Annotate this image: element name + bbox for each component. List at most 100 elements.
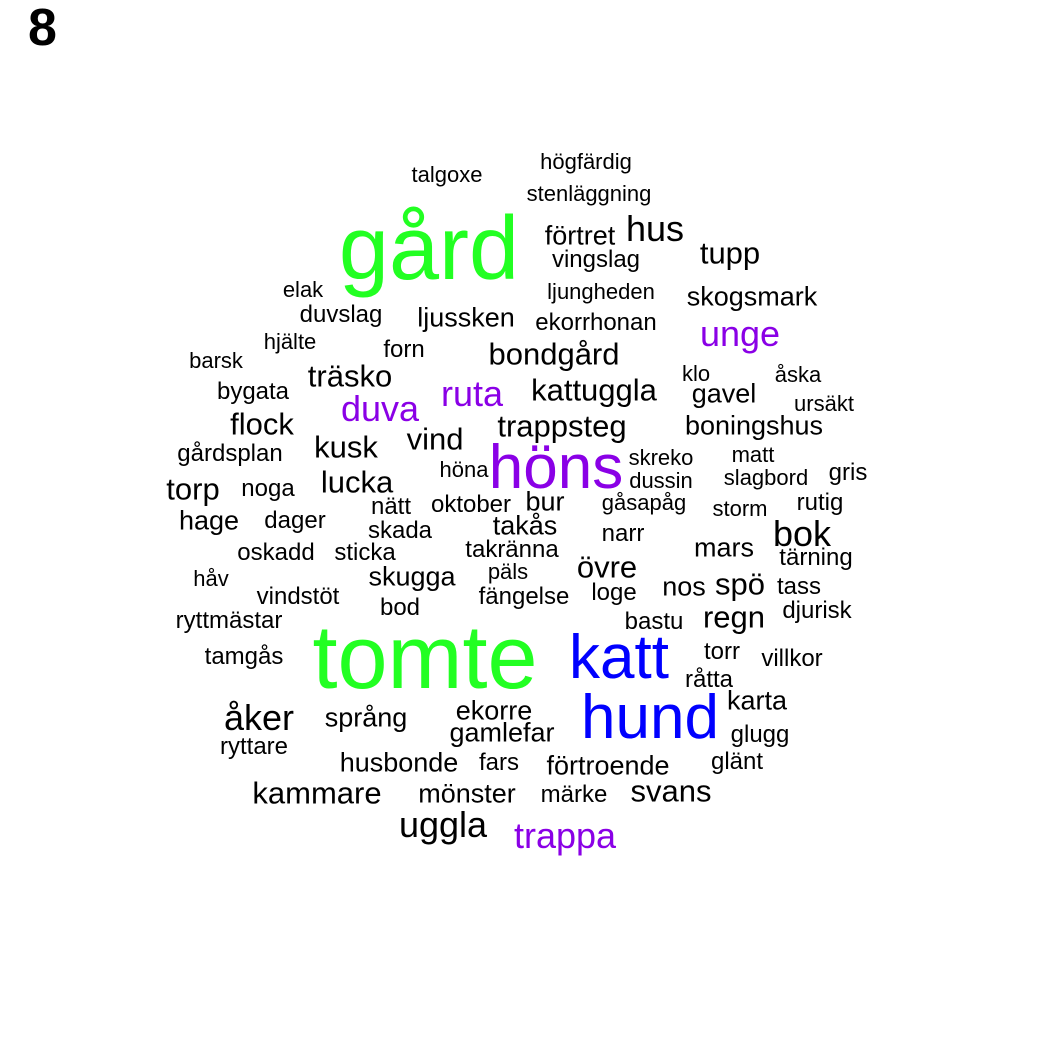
cloud-word: vind xyxy=(406,421,464,457)
cloud-word: ekorrhonan xyxy=(535,309,657,336)
cloud-word: uggla xyxy=(398,804,488,845)
cloud-word: flock xyxy=(230,406,294,442)
cloud-word: rutig xyxy=(796,489,844,516)
cloud-word: bygata xyxy=(216,378,290,405)
cloud-word: ljussken xyxy=(417,302,515,333)
cloud-word: oktober xyxy=(430,491,512,518)
cloud-word: hus xyxy=(625,208,685,249)
cloud-word: tass xyxy=(776,573,822,600)
cloud-word: kusk xyxy=(314,429,378,465)
cloud-word: boningshus xyxy=(684,410,824,441)
cloud-word: oskadd xyxy=(237,539,315,566)
cloud-word: förtroende xyxy=(546,750,670,781)
cloud-word: ljungheden xyxy=(547,279,655,304)
cloud-word: duvslag xyxy=(299,301,383,328)
cloud-word: storm xyxy=(712,496,768,521)
cloud-word: håv xyxy=(193,566,229,591)
cloud-word: höns xyxy=(488,433,624,502)
cloud-word: svans xyxy=(630,773,712,809)
cloud-word: skreko xyxy=(628,445,694,470)
cloud-word: språng xyxy=(324,702,408,733)
cloud-word: tomte xyxy=(312,608,538,708)
cloud-word: barsk xyxy=(189,348,243,373)
cloud-word: hage xyxy=(178,505,240,536)
cloud-word: bastu xyxy=(624,608,684,635)
cloud-word: noga xyxy=(241,475,295,502)
cloud-word: övre xyxy=(576,549,638,585)
cloud-word: träsko xyxy=(307,358,393,394)
cloud-word: takås xyxy=(492,510,558,541)
cloud-word: tupp xyxy=(699,235,761,271)
cloud-word: bur xyxy=(525,486,565,517)
cloud-word: glugg xyxy=(730,721,790,748)
cloud-word: vindstöt xyxy=(256,583,340,610)
cloud-word: höna xyxy=(439,457,489,482)
cloud-word: villkor xyxy=(761,645,823,672)
cloud-word: fängelse xyxy=(478,583,570,610)
cloud-word: trappsteg xyxy=(497,408,627,444)
cloud-word: skugga xyxy=(368,561,456,592)
cloud-word: ruta xyxy=(440,373,504,414)
panel-label: 8 xyxy=(28,0,57,57)
cloud-word: trappa xyxy=(513,815,617,856)
cloud-word: djurisk xyxy=(782,597,852,624)
cloud-word: fars xyxy=(478,749,520,776)
cloud-word: nätt xyxy=(370,493,412,520)
cloud-word: hund xyxy=(581,683,719,752)
cloud-word: dussin xyxy=(629,468,693,493)
cloud-word: mars xyxy=(694,532,754,563)
cloud-word: dager xyxy=(264,507,326,534)
cloud-word: torp xyxy=(166,471,220,507)
cloud-word: ryttmästar xyxy=(175,607,283,634)
cloud-word: kattuggla xyxy=(531,372,657,408)
cloud-word: karta xyxy=(726,685,788,716)
cloud-word: regn xyxy=(702,599,766,635)
cloud-word: gavel xyxy=(691,378,757,409)
cloud-word: råtta xyxy=(684,666,734,693)
cloud-word: sticka xyxy=(334,539,396,566)
cloud-word: mönster xyxy=(418,778,516,809)
cloud-word: unge xyxy=(699,313,781,354)
cloud-word: loge xyxy=(591,579,637,606)
cloud-word: bod xyxy=(379,594,421,621)
cloud-word: kammare xyxy=(252,775,382,811)
cloud-word: gåsapåg xyxy=(601,490,687,515)
cloud-word: glänt xyxy=(710,748,764,775)
cloud-word: takränna xyxy=(465,536,559,563)
cloud-word: lucka xyxy=(320,464,394,500)
cloud-word: vingslag xyxy=(551,246,641,273)
cloud-word: skada xyxy=(367,517,433,544)
cloud-word: katt xyxy=(569,623,669,692)
cloud-word: ryttare xyxy=(219,733,289,760)
cloud-word: märke xyxy=(540,781,608,808)
cloud-word: åska xyxy=(774,362,822,387)
cloud-word: forn xyxy=(383,336,425,363)
cloud-word: gamlefar xyxy=(449,717,555,748)
cloud-word: tärning xyxy=(779,544,853,571)
cloud-word: högfärdig xyxy=(540,149,632,174)
cloud-word: hjälte xyxy=(263,329,317,354)
cloud-word: ursäkt xyxy=(794,391,854,416)
cloud-word: nos xyxy=(662,571,706,602)
cloud-word: gårdsplan xyxy=(177,440,283,467)
cloud-word: husbonde xyxy=(339,747,459,778)
cloud-word: skogsmark xyxy=(686,281,818,312)
cloud-word: spö xyxy=(715,566,765,602)
cloud-word: tamgås xyxy=(204,643,284,670)
cloud-word: gris xyxy=(828,459,868,486)
cloud-word: bok xyxy=(772,513,832,554)
cloud-word: klo xyxy=(681,361,711,386)
cloud-word: torr xyxy=(704,638,740,665)
cloud-word: stenläggning xyxy=(526,181,652,206)
cloud-word: matt xyxy=(731,442,775,467)
cloud-word: bondgård xyxy=(488,336,620,372)
cloud-word: talgoxe xyxy=(411,162,483,187)
cloud-word: gård xyxy=(338,199,520,299)
cloud-word: narr xyxy=(601,520,645,547)
cloud-word: ekorre xyxy=(455,695,533,726)
cloud-word: duva xyxy=(340,388,420,429)
cloud-word: åker xyxy=(223,697,295,738)
cloud-word: päls xyxy=(487,559,529,584)
